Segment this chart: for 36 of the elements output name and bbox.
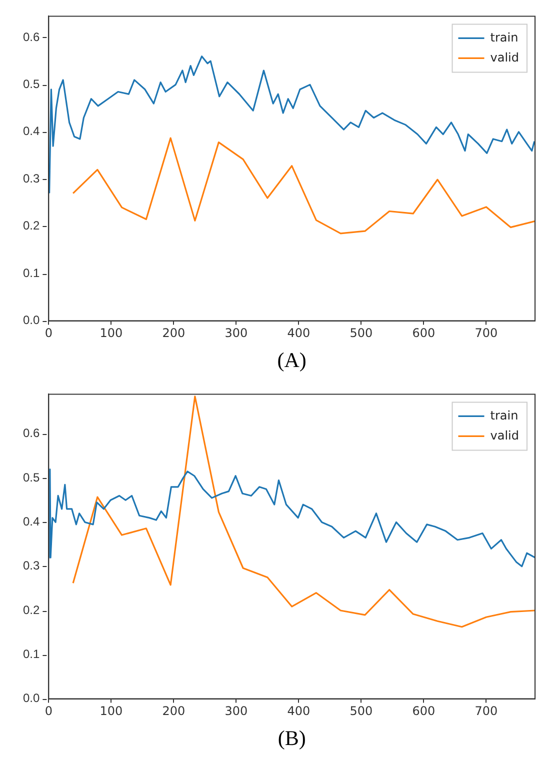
y-tick-label: 0.1 [22, 266, 40, 280]
legend-label: valid [490, 50, 520, 64]
y-tick-label: 0.1 [22, 646, 40, 661]
x-tick-label: 400 [287, 326, 310, 340]
x-tick-label: 600 [412, 704, 436, 718]
x-tick-label: 400 [287, 704, 310, 718]
y-tick-label: 0.5 [22, 76, 40, 91]
y-tick-label: 0.0 [22, 691, 40, 706]
y-tick-label: 0.3 [22, 171, 40, 186]
x-tick-label: 700 [474, 704, 498, 718]
y-tick-label: 0.5 [22, 470, 40, 484]
x-tick-label: 200 [162, 704, 186, 718]
x-tick-label: 0 [44, 704, 52, 718]
y-tick-label: 0.2 [22, 602, 40, 617]
x-tick-label: 500 [350, 704, 373, 718]
y-tick-label: 0.4 [22, 124, 40, 138]
legend-label: train [490, 408, 518, 422]
y-tick-label: 0.6 [22, 426, 40, 440]
x-tick-label: 300 [224, 704, 248, 718]
y-tick-label: 0.0 [22, 313, 40, 328]
x-tick-label: 600 [412, 326, 436, 340]
legend-label: valid [490, 428, 520, 442]
x-tick-label: 700 [474, 326, 498, 340]
y-tick-label: 0.6 [22, 30, 40, 44]
legend-label: train [490, 30, 518, 44]
y-tick-label: 0.4 [22, 514, 40, 529]
x-tick-label: 500 [350, 326, 373, 340]
y-tick-label: 0.2 [22, 218, 40, 233]
x-tick-label: 200 [162, 326, 186, 340]
x-tick-label: 0 [44, 326, 52, 340]
x-tick-label: 100 [100, 704, 123, 718]
x-tick-label: 300 [224, 326, 248, 340]
x-axis-title: (B) [278, 726, 306, 750]
y-tick-label: 0.3 [22, 558, 40, 573]
x-tick-label: 100 [100, 326, 123, 340]
x-axis-title: (A) [277, 348, 306, 372]
